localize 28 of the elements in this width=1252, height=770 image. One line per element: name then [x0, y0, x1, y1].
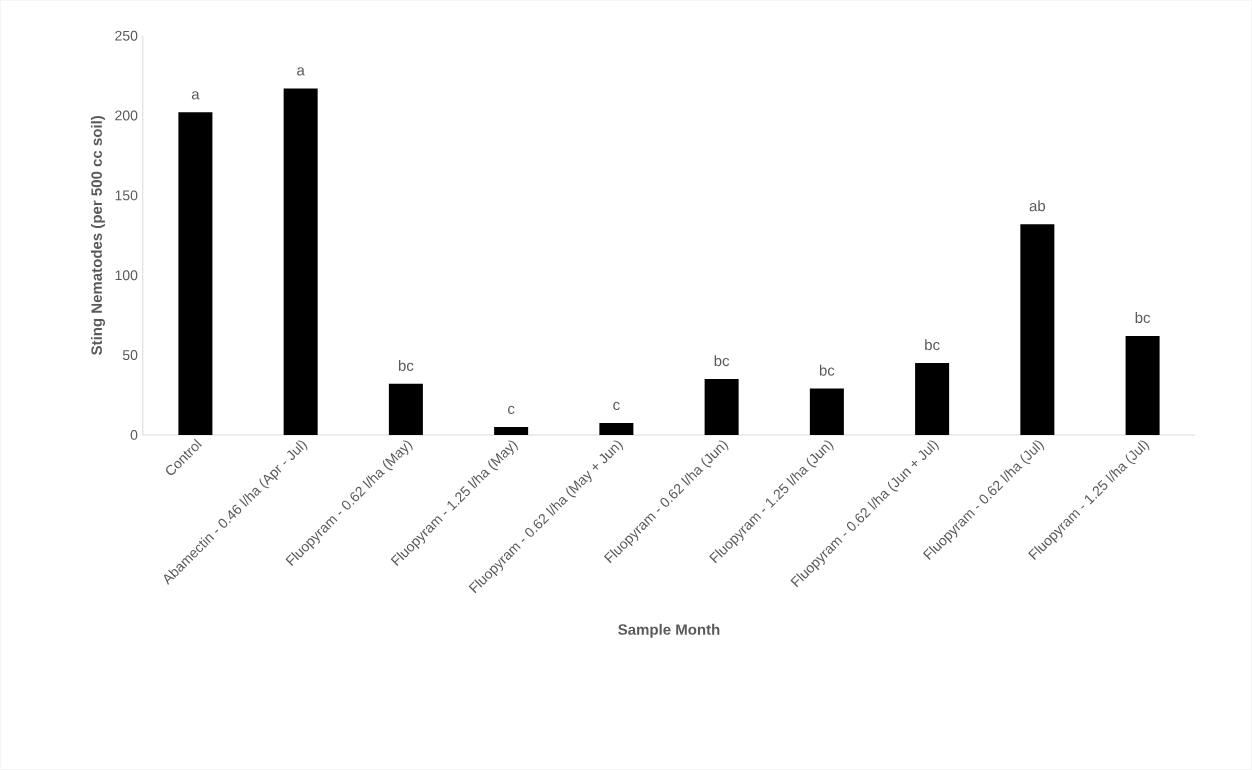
bar — [283, 88, 318, 436]
annotation: c — [508, 405, 515, 415]
bar — [1125, 336, 1160, 436]
y-axis-title: Sting Nematodes (per 500 cc soil) — [90, 116, 106, 356]
annotation: a — [191, 91, 200, 100]
annotation: bc — [398, 360, 414, 372]
bar — [494, 427, 529, 436]
x-axis-title: Sample Month — [618, 623, 720, 638]
annotation: c — [613, 401, 620, 411]
bar — [388, 383, 423, 436]
annotation: bc — [925, 339, 940, 351]
bar — [704, 379, 739, 436]
annotation: bc — [819, 364, 835, 376]
y-tick-label: 0 — [130, 430, 138, 440]
bar — [1020, 224, 1055, 436]
bar — [178, 112, 213, 436]
y-tick-label: 50 — [122, 350, 138, 361]
bar — [915, 363, 950, 436]
y-tick-label: 150 — [115, 190, 138, 201]
bar — [809, 388, 844, 436]
y-tick-label: 250 — [115, 30, 138, 41]
y-tick-label: 200 — [115, 110, 138, 121]
annotation: bc — [1135, 312, 1151, 324]
annotation: bc — [714, 355, 730, 367]
annotation: ab — [1029, 200, 1046, 212]
bar — [599, 423, 634, 436]
y-tick-label: 100 — [115, 270, 138, 281]
annotation: a — [297, 67, 305, 76]
